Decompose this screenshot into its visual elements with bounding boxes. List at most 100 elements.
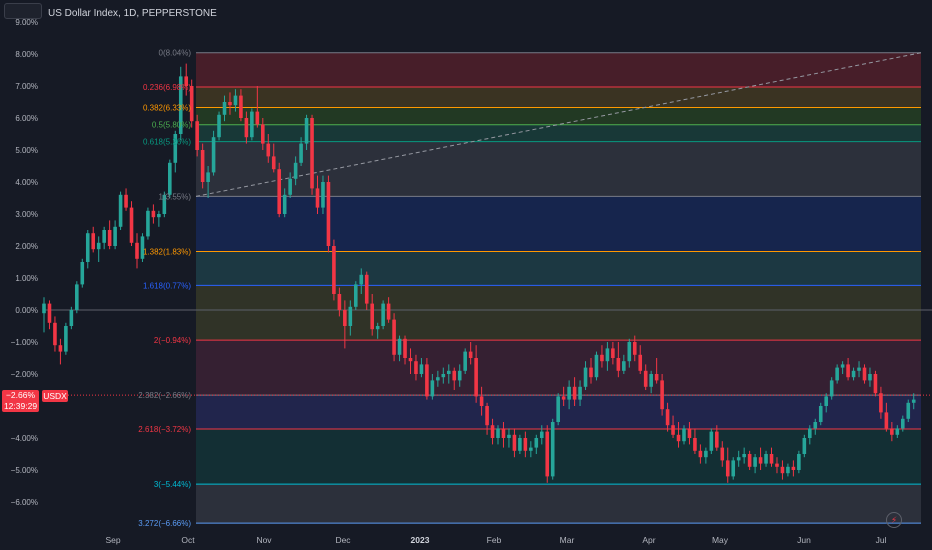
candle-body <box>605 348 610 362</box>
flash-icon[interactable]: ⚡ <box>886 512 902 528</box>
candle-body <box>507 434 511 438</box>
fib-label-1: 1(3.55%) <box>159 192 192 201</box>
y-tick-label: 0.00% <box>15 306 38 315</box>
candle <box>310 114 314 195</box>
candle <box>113 220 117 250</box>
candle-body <box>709 431 714 451</box>
candle <box>386 297 391 323</box>
candle-body <box>315 188 320 208</box>
candle <box>375 322 380 339</box>
candle-body <box>824 396 829 406</box>
candle-body <box>485 406 489 426</box>
candle-body <box>758 457 763 464</box>
candle-body <box>518 438 522 451</box>
candle-body <box>233 95 238 106</box>
candle <box>660 374 664 416</box>
fib-label-2: 2(−0.94%) <box>154 336 191 345</box>
candle <box>85 230 90 269</box>
candle <box>222 95 227 122</box>
candle <box>890 422 894 442</box>
candle-body <box>173 134 178 163</box>
candle-body <box>102 230 106 243</box>
candle-body <box>135 242 139 259</box>
countdown-timer: 12:39:29 <box>3 401 38 411</box>
candle-body <box>660 380 664 410</box>
candle <box>611 342 615 365</box>
candle <box>518 434 522 454</box>
candle-body <box>665 409 670 426</box>
candle <box>895 425 900 438</box>
fib-label-3.272: 3.272(−6.66%) <box>138 519 191 528</box>
fib-zone-0.5 <box>196 124 921 142</box>
symbol-search-box[interactable] <box>4 3 42 19</box>
candle <box>397 335 402 362</box>
candle-body <box>654 374 659 381</box>
candle-body <box>364 274 369 304</box>
candle-body <box>195 121 199 150</box>
x-tick-label: Oct <box>181 535 195 545</box>
candle <box>731 457 736 480</box>
candle <box>293 156 298 186</box>
y-tick-label: 2.00% <box>15 242 38 251</box>
candle <box>600 345 604 368</box>
candle-body <box>228 102 232 106</box>
candle <box>906 399 911 422</box>
candle <box>457 364 462 387</box>
candle <box>359 268 364 294</box>
candle-body <box>178 76 183 134</box>
candle <box>693 428 697 454</box>
candle-body <box>386 303 391 320</box>
fib-label-1.382: 1.382(1.83%) <box>143 247 191 256</box>
candle <box>879 386 883 419</box>
candle <box>468 342 473 365</box>
candle <box>846 358 850 381</box>
candle <box>709 428 714 454</box>
candle-body <box>113 226 117 246</box>
candle-body <box>835 367 839 381</box>
candle <box>96 236 101 262</box>
candle <box>851 367 856 381</box>
y-tick-label: 3.00% <box>15 210 38 219</box>
candle <box>873 370 878 397</box>
fib-label-2.382: 2.382(−2.66%) <box>138 391 191 400</box>
candle <box>857 361 861 378</box>
candle <box>441 367 446 384</box>
candle-body <box>474 358 478 397</box>
candle <box>233 89 238 112</box>
candle <box>271 143 276 173</box>
candle-body <box>550 422 555 477</box>
candle <box>102 226 106 250</box>
candle <box>91 226 96 253</box>
fib-zone-0 <box>196 52 921 87</box>
candle-body <box>457 370 462 381</box>
candle-body <box>846 364 850 378</box>
candle-body <box>436 377 440 381</box>
candle-body <box>206 172 210 182</box>
y-tick-label: 1.00% <box>15 274 38 283</box>
candle-body <box>157 214 161 218</box>
candle <box>572 377 577 406</box>
candle <box>862 364 867 384</box>
candle-body <box>676 434 681 442</box>
candle-body <box>359 274 364 285</box>
candle-body <box>890 428 894 435</box>
y-tick-label: −6.00% <box>11 498 38 507</box>
candle <box>479 386 484 416</box>
fib-label-0: 0(8.04%) <box>159 49 192 58</box>
candle-body <box>261 124 265 144</box>
candle-body <box>851 370 856 378</box>
candle-body <box>808 428 812 438</box>
candle-body <box>671 425 675 435</box>
candle <box>824 393 829 413</box>
candle <box>239 89 243 122</box>
candle <box>818 402 823 426</box>
candle <box>436 370 440 387</box>
candle-body <box>501 428 506 438</box>
candle-body <box>764 454 768 464</box>
candle-body <box>211 137 216 173</box>
candle <box>304 114 309 150</box>
candle-body <box>600 354 604 362</box>
candle <box>687 422 692 445</box>
candle <box>75 281 79 314</box>
